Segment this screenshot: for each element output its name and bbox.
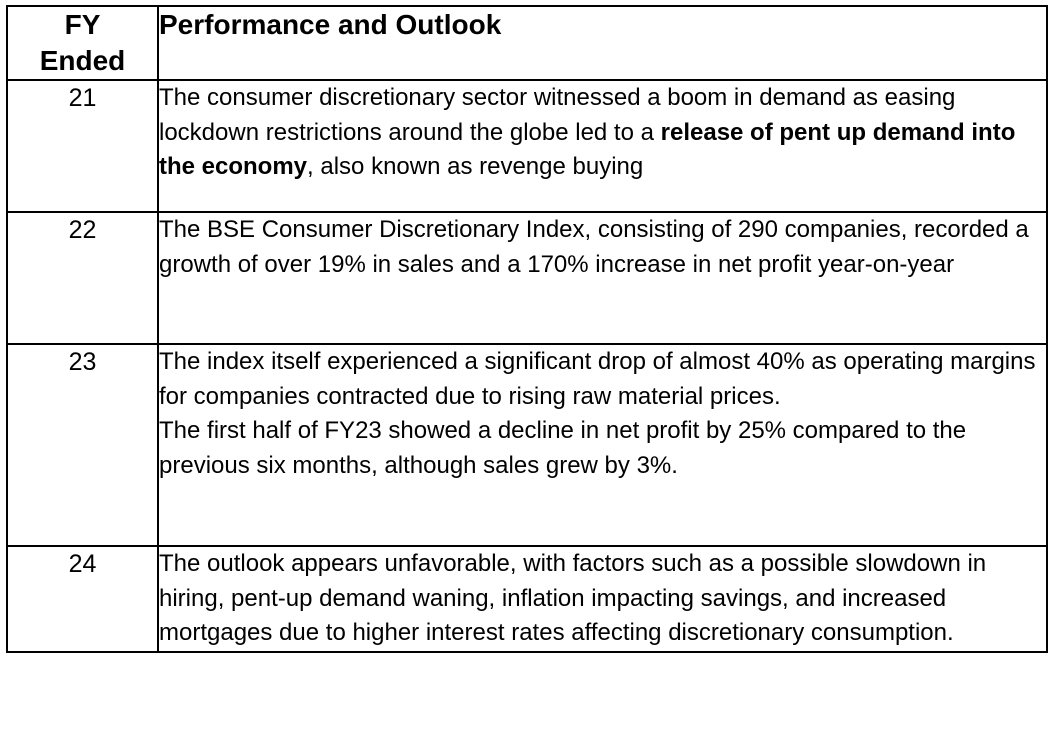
description-text: The consumer discretionary sector witnes… [159, 84, 956, 146]
year-cell: 24 [6, 545, 159, 653]
fy-header-line1: FY [64, 9, 101, 40]
description-paragraph: The first half of FY23 showed a decline … [159, 417, 967, 479]
year-cell: 22 [6, 211, 159, 345]
header-row: FY Ended Performance and Outlook [6, 5, 1048, 81]
table-row: 21 The consumer discretionary sector wit… [6, 79, 1048, 213]
year-cell: 21 [6, 79, 159, 213]
fy-performance-table: FY Ended Performance and Outlook 21 The … [6, 5, 1048, 653]
description-cell: The consumer discretionary sector witnes… [157, 79, 1048, 213]
year-cell: 23 [6, 343, 159, 547]
description-cell: The BSE Consumer Discretionary Index, co… [157, 211, 1048, 345]
description-cell: The index itself experienced a significa… [157, 343, 1048, 547]
description-bold-text: release of pent up demand into the econo… [159, 118, 1016, 181]
description-text: , also known as revenge buying [307, 153, 644, 180]
fy-header-line2: Ended [39, 45, 126, 76]
fy-ended-header: FY Ended [6, 5, 159, 81]
table-row: 23 The index itself experienced a signif… [6, 343, 1048, 547]
table-row: 24 The outlook appears unfavorable, with… [6, 545, 1048, 653]
performance-outlook-header: Performance and Outlook [157, 5, 1048, 81]
description-paragraph: The index itself experienced a significa… [159, 348, 1036, 410]
description-cell: The outlook appears unfavorable, with fa… [157, 545, 1048, 653]
table-row: 22 The BSE Consumer Discretionary Index,… [6, 211, 1048, 345]
